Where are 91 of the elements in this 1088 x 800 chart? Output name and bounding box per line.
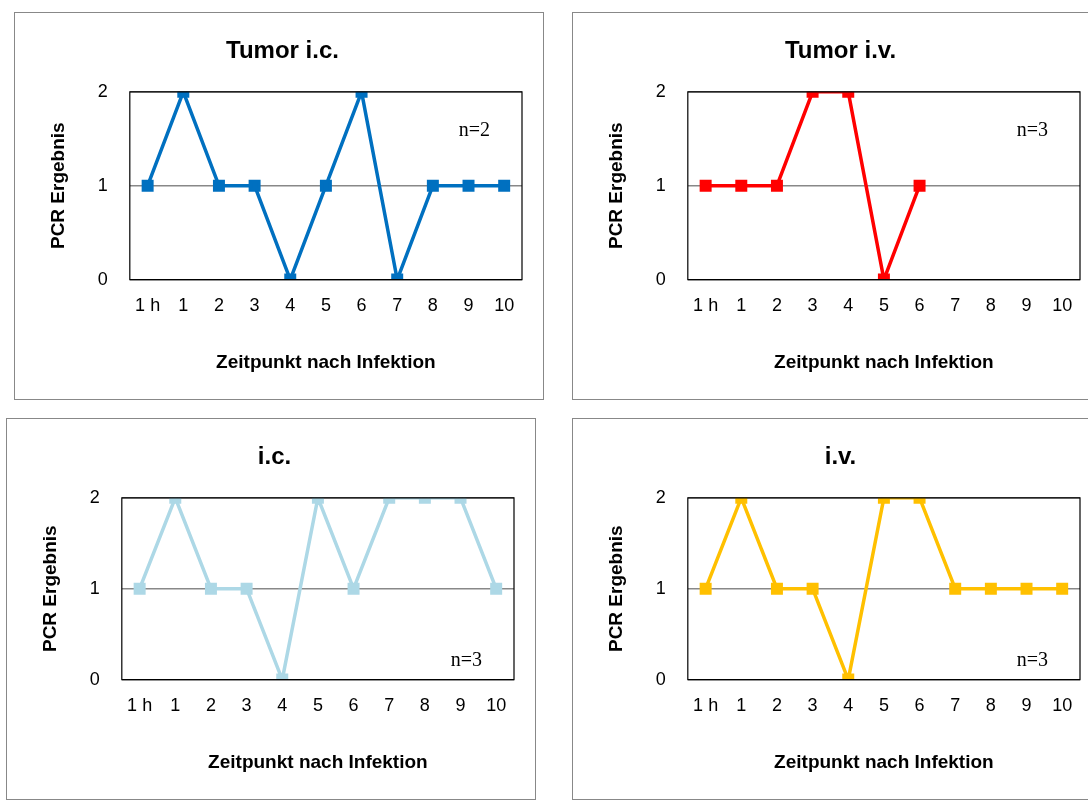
x-tick-label: 5 — [312, 695, 323, 716]
x-tick-label: 6 — [914, 695, 925, 716]
y-axis-title: PCR Ergebnis — [604, 122, 626, 250]
x-tick-label: 10 — [1052, 695, 1073, 716]
x-axis-title: Zeitpunkt nach Infektion — [216, 350, 436, 372]
point — [490, 582, 503, 595]
x-tick-label: 8 — [419, 695, 430, 716]
annotation: n=3 — [1016, 117, 1048, 140]
x-tick-label: 9 — [1021, 695, 1032, 716]
x-tick-label: 6 — [348, 695, 359, 716]
y-tick-label: 0 — [655, 268, 666, 289]
x-tick-label: 2 — [771, 295, 782, 316]
x-tick-label: 6 — [356, 295, 367, 316]
y-tick-label: 0 — [97, 268, 108, 289]
point — [248, 179, 261, 192]
point — [984, 582, 997, 595]
point — [240, 582, 253, 595]
x-tick-label: 9 — [463, 295, 474, 316]
point — [319, 179, 332, 192]
x-tick-label: 5 — [878, 695, 889, 716]
x-axis-title: Zeitpunkt nach Infektion — [774, 750, 994, 772]
y-axis-title: PCR Ergebnis — [38, 525, 60, 653]
point — [949, 582, 962, 595]
x-tick-label: 10 — [486, 695, 507, 716]
point — [498, 179, 511, 192]
x-tick-label: 2 — [205, 695, 216, 716]
x-tick-label: 1 h — [693, 295, 719, 316]
x-tick-label: 3 — [807, 695, 818, 716]
point — [347, 582, 360, 595]
x-tick-label: 2 — [771, 695, 782, 716]
y-tick-label: 2 — [89, 486, 100, 507]
y-tick-label: 2 — [655, 486, 666, 507]
x-tick-label: 1 h — [127, 695, 153, 716]
x-tick-label: 5 — [878, 295, 889, 316]
point — [1056, 582, 1069, 595]
x-tick-label: 4 — [277, 695, 288, 716]
x-tick-label: 3 — [241, 695, 252, 716]
y-tick-label: 2 — [655, 80, 666, 101]
x-axis-title: Zeitpunkt nach Infektion — [208, 750, 428, 772]
x-tick-label: 9 — [455, 695, 466, 716]
point — [1020, 582, 1033, 595]
x-tick-label: 7 — [950, 695, 961, 716]
point — [133, 582, 146, 595]
y-tick-label: 1 — [655, 577, 666, 598]
chart-title: i.v. — [824, 442, 857, 470]
y-tick-label: 1 — [97, 174, 108, 195]
point — [212, 179, 225, 192]
x-tick-label: 9 — [1021, 295, 1032, 316]
y-tick-label: 1 — [655, 174, 666, 195]
x-tick-label: 1 — [170, 695, 181, 716]
y-tick-label: 2 — [97, 80, 108, 101]
point — [141, 179, 154, 192]
annotation: n=2 — [458, 117, 490, 140]
x-tick-label: 3 — [807, 295, 818, 316]
x-tick-label: 1 — [178, 295, 189, 316]
chart-title: Tumor i.c. — [226, 36, 339, 64]
y-axis-title: PCR Ergebnis — [46, 122, 68, 250]
x-axis-title: Zeitpunkt nach Infektion — [774, 350, 994, 372]
x-tick-label: 4 — [843, 695, 854, 716]
annotation: n=3 — [1016, 647, 1048, 670]
point — [462, 179, 475, 192]
x-tick-label: 10 — [494, 295, 515, 316]
point — [204, 582, 217, 595]
point — [806, 582, 819, 595]
x-tick-label: 7 — [950, 295, 961, 316]
x-tick-label: 3 — [249, 295, 260, 316]
x-tick-label: 7 — [384, 695, 395, 716]
x-tick-label: 1 h — [135, 295, 161, 316]
y-tick-label: 1 — [89, 577, 100, 598]
annotation: n=3 — [450, 647, 482, 670]
x-tick-label: 1 — [736, 295, 747, 316]
chart-title: i.c. — [257, 442, 292, 470]
x-tick-label: 4 — [285, 295, 296, 316]
point — [426, 179, 439, 192]
x-tick-label: 5 — [320, 295, 331, 316]
y-tick-label: 0 — [89, 668, 100, 689]
point — [699, 582, 712, 595]
x-tick-label: 1 h — [693, 695, 719, 716]
x-tick-label: 7 — [392, 295, 403, 316]
x-tick-label: 2 — [213, 295, 224, 316]
x-tick-label: 4 — [843, 295, 854, 316]
y-tick-label: 0 — [655, 668, 666, 689]
x-tick-label: 8 — [985, 295, 996, 316]
x-tick-label: 8 — [427, 295, 438, 316]
x-tick-label: 1 — [736, 695, 747, 716]
x-tick-label: 6 — [914, 295, 925, 316]
point — [770, 582, 783, 595]
y-axis-title: PCR Ergebnis — [604, 525, 626, 653]
x-tick-label: 10 — [1052, 295, 1073, 316]
chart-title: Tumor i.v. — [784, 36, 897, 64]
x-tick-label: 8 — [985, 695, 996, 716]
